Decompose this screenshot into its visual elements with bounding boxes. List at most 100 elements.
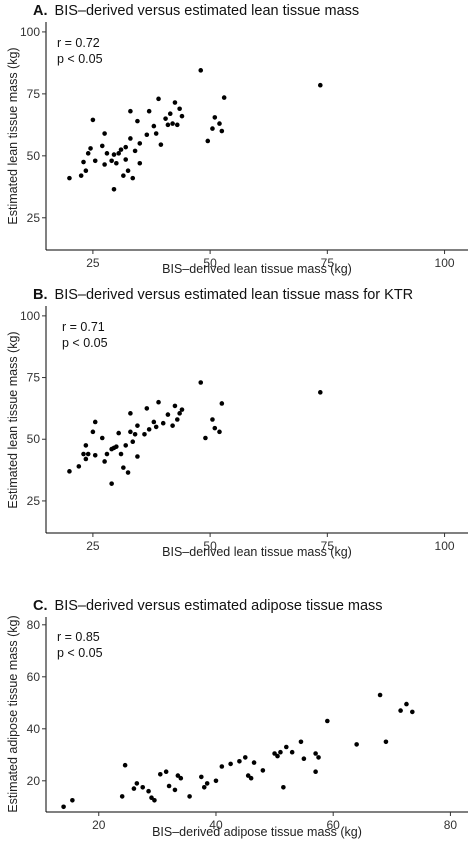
panel-a-data-point [174,122,180,128]
panel-c-data-point [298,739,304,745]
panel-b-y-tick-label: 75 [27,371,41,385]
panel-a-data-point [217,121,222,126]
panel-c-points [61,692,415,810]
panel-b-data-point [90,429,96,435]
panel-b-ticks: 25 50 75 100 25 50 75 100 [20,309,455,553]
panel-a-data-point [212,115,218,120]
panel-a-x-label: BIS–derived lean tissue mass (kg) [162,262,352,276]
panel-a-data-point [156,96,161,102]
panel-c-data-point [398,708,403,713]
panel-c-r-value: r = 0.85 [57,630,100,644]
panel-c-x-tick-label: 60 [327,818,341,832]
panel-c-data-point [316,755,321,760]
panel-c-data-point [284,744,289,750]
panel-a-x-tick-label: 25 [86,256,100,270]
panel-a-data-point [85,151,91,156]
panel-a-data-point [163,116,168,121]
panel-a-y-tick-label: 100 [20,25,40,39]
panel-b-data-point [203,435,208,441]
panel-b-y-tick-label: 100 [20,309,40,323]
panel-b-data-point [83,456,89,462]
panel-c-data-point [166,783,172,789]
panel-a-data-point [118,147,124,152]
panel-c-data-point [219,764,225,769]
panel-c-data-point [377,692,383,698]
panel-c-y-tick-label: 60 [27,670,41,684]
panel-b-data-point [210,417,215,422]
panel-c-data-point [313,769,318,774]
panel-b-data-point [116,430,121,436]
panel-a-data-point [99,143,105,149]
panel-a-data-point [81,159,86,165]
panel-a-y-tick-label: 50 [27,149,41,163]
panel-b-y-tick-label: 50 [27,432,41,446]
panel-b-data-point [174,417,180,422]
panel-c-data-point [172,787,178,793]
panel-b-data-point [85,451,91,457]
panel-b-data-point [123,443,129,448]
panel-b-data-point [118,451,124,457]
panel-b-data-point [151,419,157,425]
panel-b-data-point [156,399,161,405]
panel-a-data-point [128,108,133,114]
panel-a-data-point [318,82,323,88]
panel-b-r-value: r = 0.71 [62,320,105,334]
panel-b-title: B. BIS–derived versus estimated lean tis… [33,287,413,303]
panel-a-x-tick-label: 75 [321,256,335,270]
panel-a-data-point [219,128,225,134]
panel-a-data-point [102,162,107,167]
panel-c-y-tick-label: 40 [27,722,41,736]
panel-b-title-text: BIS–derived versus estimated lean tissue… [55,287,414,303]
panel-a-data-point [67,175,72,181]
panel-c-data-point [313,751,318,756]
panel-b-data-point [81,451,86,457]
panel-c-x-tick-label: 20 [92,818,106,832]
panel-a-data-point [123,144,129,150]
panel-c-data-point [140,785,146,790]
panel-a-x-tick-label: 100 [435,256,455,270]
panel-a-data-point [128,136,133,141]
panel-c-data-point [260,768,266,773]
panel-c-title-text: BIS–derived versus estimated adipose tis… [55,598,383,614]
panel-a-data-point [83,168,89,173]
panel-b-data-point [132,432,138,437]
panel-c-data-point [119,794,125,799]
panel-a-data-point [132,148,138,154]
panel-b-data-point [135,423,140,428]
panel-c-data-point [213,778,219,784]
panel-a-data-point [153,131,159,136]
panel-a-r-value: r = 0.72 [57,36,100,50]
panel-b-data-point [165,412,171,417]
panel-b-data-point [130,439,136,445]
panel-b-data-point [67,469,72,474]
panel-b-y-tick-label: 25 [27,494,41,508]
panel-c-data-point [163,769,169,774]
panel-a-data-point [92,158,98,164]
panel-a-data-point [116,151,121,156]
panel-c-data-point [289,749,295,755]
panel-a-data-point [137,141,143,146]
panel-b-data-point [217,429,222,435]
panel-c-data-point [237,759,242,764]
panel-b-data-point [135,454,140,459]
panel-c-y-tick-label: 20 [27,774,41,788]
panel-b-x-tick-label: 25 [86,539,100,553]
panel-c-data-point [131,786,137,791]
panel-a-data-point [167,111,173,116]
panel-b-data-point [177,411,182,416]
panel-c-data-point [248,775,254,781]
panel-b-data-point [114,444,119,449]
panel-c-data-point [204,781,210,786]
panel-c-data-point [410,709,415,715]
panel-b-data-point [128,429,133,435]
panel-c-data-point [228,761,233,767]
panel-a-data-point [177,106,182,112]
panel-a-data-point [210,126,215,131]
panel-c-data-point [354,742,359,747]
panel-c-data-point [251,760,257,765]
panel-b-data-point [179,407,185,412]
panel-a-data-point [123,157,129,162]
panel-a-letter: A. [33,3,48,19]
panel-c-y-label: Estimated adipose tissue mass (kg) [6,615,20,812]
